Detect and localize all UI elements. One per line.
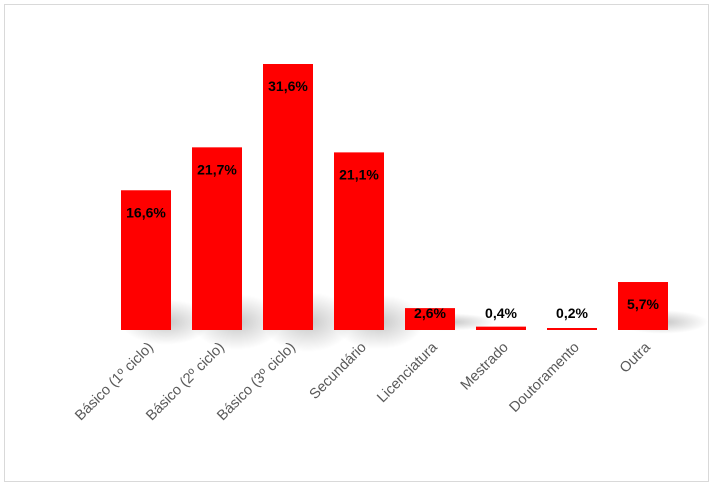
data-label: 0,2% [556,305,588,321]
bar [405,308,455,330]
data-label: 0,4% [485,305,517,321]
bar [121,190,171,330]
category-labels-group: Básico (1º ciclo)Básico (2º ciclo)Básico… [72,339,654,424]
category-label: Básico (3º ciclo) [214,340,299,425]
bar [476,326,526,330]
category-label: Outra [617,339,655,377]
bar [334,152,384,330]
category-label: Mestrado [458,340,512,394]
data-label: 5,7% [627,296,659,312]
bar [263,64,313,330]
bar [547,328,597,330]
data-label: 21,7% [197,161,237,177]
data-labels-group: 16,6% 21,7% 31,6% 21,1% 2,6% 0,4% 0,2% 5,7% [126,78,659,321]
data-label: 16,6% [126,204,166,220]
bars-group [121,64,668,330]
bar [618,282,668,330]
category-label: Doutoramento [507,340,583,416]
data-label: 31,6% [268,78,308,94]
data-label: 2,6% [414,305,446,321]
bar [192,147,242,330]
data-label: 21,1% [339,166,379,182]
